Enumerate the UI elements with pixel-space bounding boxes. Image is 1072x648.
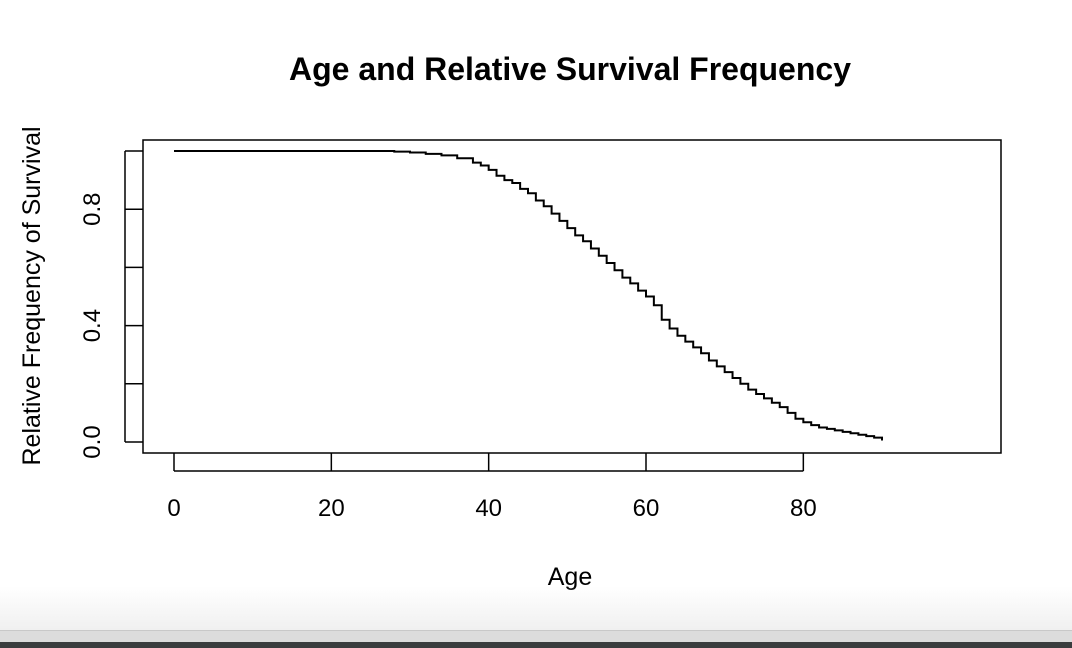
x-tick-label: 60 — [633, 495, 660, 522]
x-tick-label: 0 — [167, 495, 180, 522]
x-tick-label: 80 — [790, 495, 817, 522]
x-tick-label: 40 — [475, 495, 502, 522]
y-axis: 0.0 0.4 0.8 — [79, 150, 143, 459]
x-axis: 0 20 40 60 80 — [167, 453, 817, 522]
survival-step-line — [174, 150, 883, 441]
x-tick-label: 20 — [318, 495, 345, 522]
plot-frame — [142, 139, 1002, 454]
taskbar-strip — [0, 642, 1072, 648]
y-tick-label: 0.0 — [79, 425, 106, 458]
window-bottom-fade — [0, 586, 1072, 630]
window-bottom-edge — [0, 630, 1072, 643]
y-tick-label: 0.8 — [79, 193, 106, 226]
y-tick-label: 0.4 — [79, 309, 106, 342]
chart-title: Age and Relative Survival Frequency — [289, 51, 851, 87]
y-axis-label: Relative Frequency of Survival — [18, 126, 46, 465]
